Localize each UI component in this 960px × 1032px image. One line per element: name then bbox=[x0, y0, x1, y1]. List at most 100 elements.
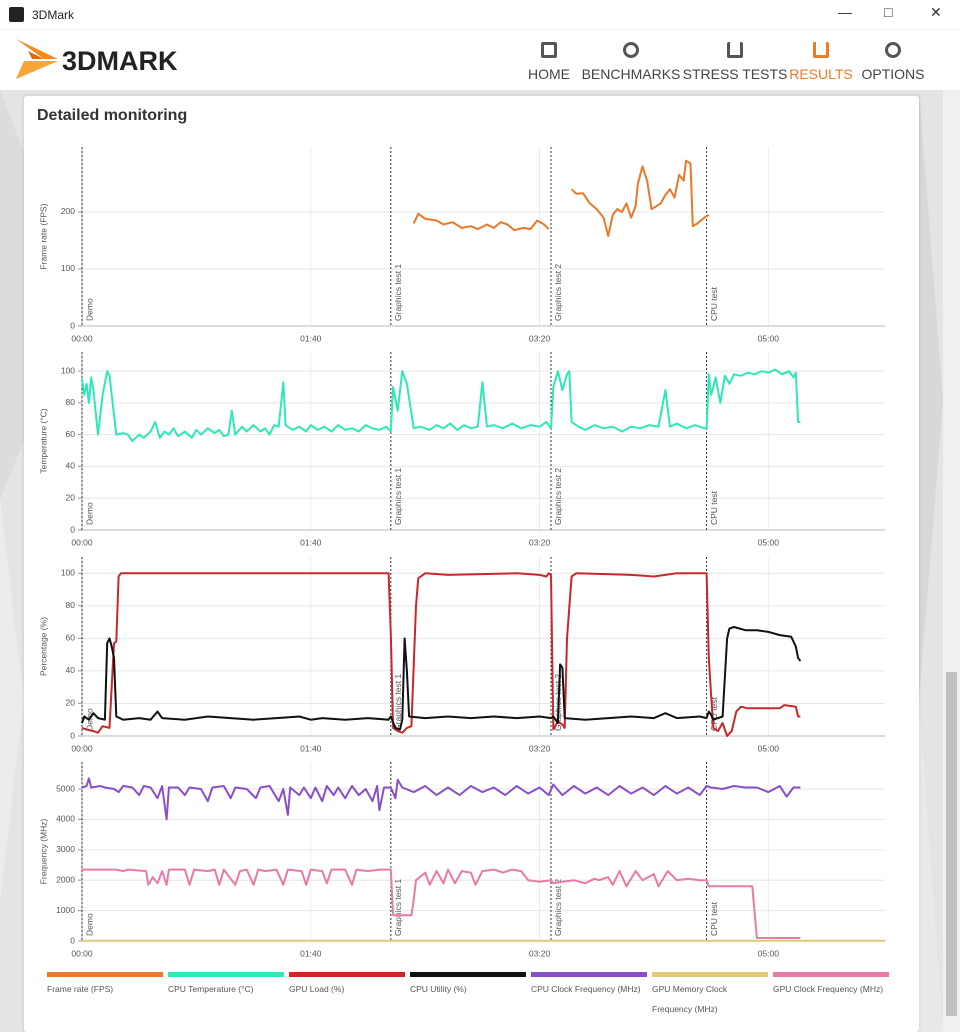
legend-label: Frame rate (FPS) bbox=[47, 984, 114, 994]
maximize-button[interactable]: □ bbox=[884, 4, 893, 20]
section-label: Graphics test 1 bbox=[393, 264, 403, 321]
panel-title: Detailed monitoring bbox=[37, 107, 188, 124]
y-tick-label: 0 bbox=[70, 320, 75, 330]
y-tick-label: 80 bbox=[66, 397, 76, 407]
nav-item[interactable]: HOME bbox=[489, 42, 609, 82]
y-tick-label: 100 bbox=[61, 263, 75, 273]
header: 3DMARK HOME BENCHMARKS STRESS TESTS RESULTS… bbox=[0, 30, 960, 90]
app-icon bbox=[9, 7, 24, 22]
series-line bbox=[81, 368, 801, 442]
y-tick-label: 0 bbox=[70, 935, 75, 945]
y-tick-label: 4000 bbox=[56, 814, 75, 824]
section-label: Demo bbox=[84, 913, 94, 936]
window-title: 3DMark bbox=[32, 8, 75, 22]
y-axis-label: Temperature (°C) bbox=[38, 408, 48, 473]
legend-swatch bbox=[410, 972, 526, 977]
x-tick-label: 05:00 bbox=[758, 537, 780, 547]
x-tick-label: 01:40 bbox=[300, 948, 322, 958]
y-tick-label: 0 bbox=[70, 730, 75, 740]
y-tick-label: 200 bbox=[61, 206, 75, 216]
x-tick-label: 00:00 bbox=[71, 743, 93, 753]
x-tick-label: 03:20 bbox=[529, 743, 551, 753]
nav-label: BENCHMARKS bbox=[581, 66, 681, 82]
nav-item[interactable]: BENCHMARKS bbox=[571, 42, 691, 82]
x-tick-label: 05:00 bbox=[758, 333, 780, 343]
x-tick-label: 03:20 bbox=[529, 537, 551, 547]
logo-text: 3DMARK bbox=[62, 46, 178, 76]
y-tick-label: 1000 bbox=[56, 905, 75, 915]
x-tick-label: 00:00 bbox=[71, 537, 93, 547]
close-button[interactable]: ✕ bbox=[930, 4, 942, 20]
section-label: Graphics test 1 bbox=[393, 468, 403, 525]
section-label: CPU test bbox=[709, 286, 719, 321]
section-label: Demo bbox=[84, 298, 94, 321]
y-tick-label: 80 bbox=[66, 600, 76, 610]
section-label: Demo bbox=[84, 502, 94, 525]
series-line bbox=[81, 777, 801, 821]
minimize-button[interactable]: — bbox=[838, 4, 852, 20]
nav-item[interactable]: RESULTS bbox=[761, 42, 881, 82]
y-tick-label: 60 bbox=[66, 429, 76, 439]
x-tick-label: 03:20 bbox=[529, 948, 551, 958]
legend-label: CPU Utility (%) bbox=[410, 984, 467, 994]
nav-icon bbox=[727, 42, 743, 58]
section-label: CPU test bbox=[709, 490, 719, 525]
nav-icon bbox=[813, 42, 829, 58]
y-axis-label: Percentage (%) bbox=[38, 617, 48, 676]
x-tick-label: 05:00 bbox=[758, 948, 780, 958]
nav-label: RESULTS bbox=[789, 66, 853, 82]
legend-item: GPU Memory Clock Frequency (MHz) bbox=[652, 972, 768, 1019]
series-line bbox=[412, 159, 710, 237]
legend-item: CPU Clock Frequency (MHz) bbox=[531, 972, 647, 999]
x-tick-label: 01:40 bbox=[300, 743, 322, 753]
y-tick-label: 100 bbox=[61, 568, 75, 578]
section-label: Graphics test 2 bbox=[553, 468, 563, 525]
y-tick-label: 40 bbox=[66, 461, 76, 471]
legend-item: CPU Temperature (°C) bbox=[168, 972, 284, 999]
legend-item: GPU Clock Frequency (MHz) bbox=[773, 972, 889, 999]
series-line bbox=[81, 626, 802, 731]
legend-item: CPU Utility (%) bbox=[410, 972, 526, 999]
nav-label: HOME bbox=[528, 66, 570, 82]
x-tick-label: 01:40 bbox=[300, 333, 322, 343]
nav-icon bbox=[885, 42, 901, 58]
legend-label: GPU Memory Clock Frequency (MHz) bbox=[652, 984, 728, 1014]
y-tick-label: 20 bbox=[66, 492, 76, 502]
nav-item[interactable]: STRESS TESTS bbox=[675, 42, 795, 82]
legend-swatch bbox=[47, 972, 163, 977]
legend-swatch bbox=[773, 972, 889, 977]
y-tick-label: 20 bbox=[66, 698, 76, 708]
nav-label: STRESS TESTS bbox=[682, 66, 788, 82]
y-tick-label: 60 bbox=[66, 633, 76, 643]
legend-item: GPU Load (%) bbox=[289, 972, 405, 999]
series-line bbox=[81, 572, 801, 737]
section-label: CPU test bbox=[709, 901, 719, 936]
x-tick-label: 05:00 bbox=[758, 743, 780, 753]
y-tick-label: 5000 bbox=[56, 783, 75, 793]
section-label: Graphics test 2 bbox=[553, 879, 563, 936]
legend-label: GPU Clock Frequency (MHz) bbox=[773, 984, 884, 994]
scrollbar[interactable] bbox=[943, 90, 960, 1032]
series-line bbox=[82, 868, 801, 939]
legend-swatch bbox=[531, 972, 647, 977]
section-label: Graphics test 1 bbox=[393, 674, 403, 731]
nav-icon bbox=[541, 42, 557, 58]
legend-swatch bbox=[289, 972, 405, 977]
legend-label: CPU Temperature (°C) bbox=[168, 984, 254, 994]
y-tick-label: 2000 bbox=[56, 874, 75, 884]
logo-icon bbox=[16, 39, 58, 79]
y-tick-label: 0 bbox=[70, 524, 75, 534]
scroll-thumb[interactable] bbox=[946, 672, 957, 1016]
x-tick-label: 01:40 bbox=[300, 537, 322, 547]
nav-icon bbox=[623, 42, 639, 58]
title-bar: 3DMark — □ ✕ bbox=[0, 0, 960, 30]
x-tick-label: 00:00 bbox=[71, 333, 93, 343]
nav-item[interactable]: OPTIONS bbox=[833, 42, 953, 82]
legend-swatch bbox=[652, 972, 768, 977]
legend-label: GPU Load (%) bbox=[289, 984, 345, 994]
y-tick-label: 3000 bbox=[56, 844, 75, 854]
section-label: Graphics test 1 bbox=[393, 879, 403, 936]
y-axis-label: Frame rate (FPS) bbox=[38, 203, 48, 269]
